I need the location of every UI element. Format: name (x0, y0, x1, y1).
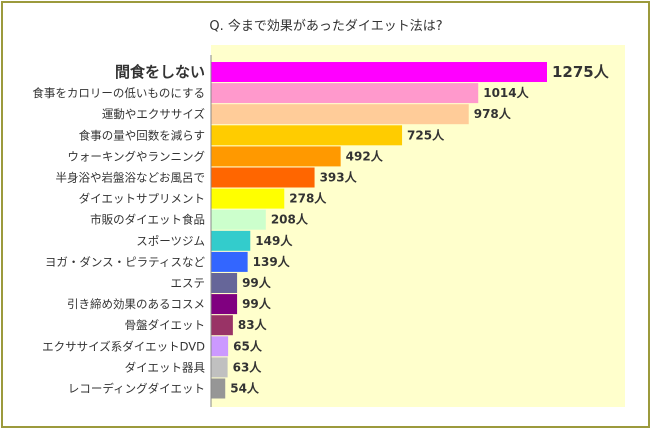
bar (211, 104, 469, 125)
category-label: ヨガ・ダンス・ピラティスなど (45, 255, 206, 269)
bar (211, 83, 479, 104)
bar (211, 273, 238, 293)
bar (211, 146, 341, 167)
category-label: ダイエット器具 (125, 360, 206, 374)
category-label: ウォーキングやランニング (67, 149, 205, 163)
category-label: 骨盤ダイエット (125, 318, 205, 332)
value-label: 1014人 (483, 85, 529, 100)
value-label: 149人 (255, 233, 293, 248)
value-label: 725人 (407, 127, 445, 142)
category-label: 運動やエクササイズ (102, 107, 205, 121)
bar (211, 188, 285, 209)
bar (211, 209, 266, 230)
value-label: 978人 (474, 106, 512, 121)
value-label: 54人 (230, 381, 260, 396)
bar (211, 336, 229, 357)
value-label: 139人 (253, 254, 291, 269)
category-label: スポーツジム (136, 234, 205, 248)
value-label: 63人 (233, 359, 263, 374)
bar (211, 294, 238, 315)
value-label: 278人 (289, 191, 327, 206)
bar (211, 62, 547, 82)
value-label: 99人 (242, 296, 272, 311)
category-label: 市販のダイエット食品 (90, 213, 205, 227)
category-label: ダイエットサプリメント (79, 192, 205, 206)
value-label: 208人 (271, 212, 309, 227)
chart-title: Q. 今まで効果があったダイエット法は? (209, 18, 442, 34)
category-label: 引き締め効果のあるコスメ (67, 297, 205, 311)
value-label: 393人 (320, 170, 358, 185)
category-label: 間食をしない (115, 63, 205, 81)
value-label: 99人 (242, 275, 272, 290)
bar (211, 315, 233, 336)
value-label: 83人 (238, 317, 268, 332)
category-label: 食事の量や回数を減らす (79, 128, 205, 142)
category-label: レコーディングダイエット (68, 382, 205, 396)
value-label: 1275人 (552, 63, 610, 81)
value-label: 492人 (346, 148, 384, 163)
category-label: 食事をカロリーの低いものにする (32, 86, 205, 100)
bar (211, 125, 403, 146)
value-label: 65人 (233, 338, 263, 353)
category-label: 半身浴や岩盤浴などお風呂で (56, 171, 206, 185)
bar (211, 230, 251, 251)
category-label: エステ (171, 276, 206, 290)
bar (211, 251, 248, 272)
bar (211, 378, 226, 399)
bar (211, 357, 228, 378)
category-label: エクササイズ系ダイエットDVD (42, 339, 205, 353)
bar (211, 167, 315, 188)
